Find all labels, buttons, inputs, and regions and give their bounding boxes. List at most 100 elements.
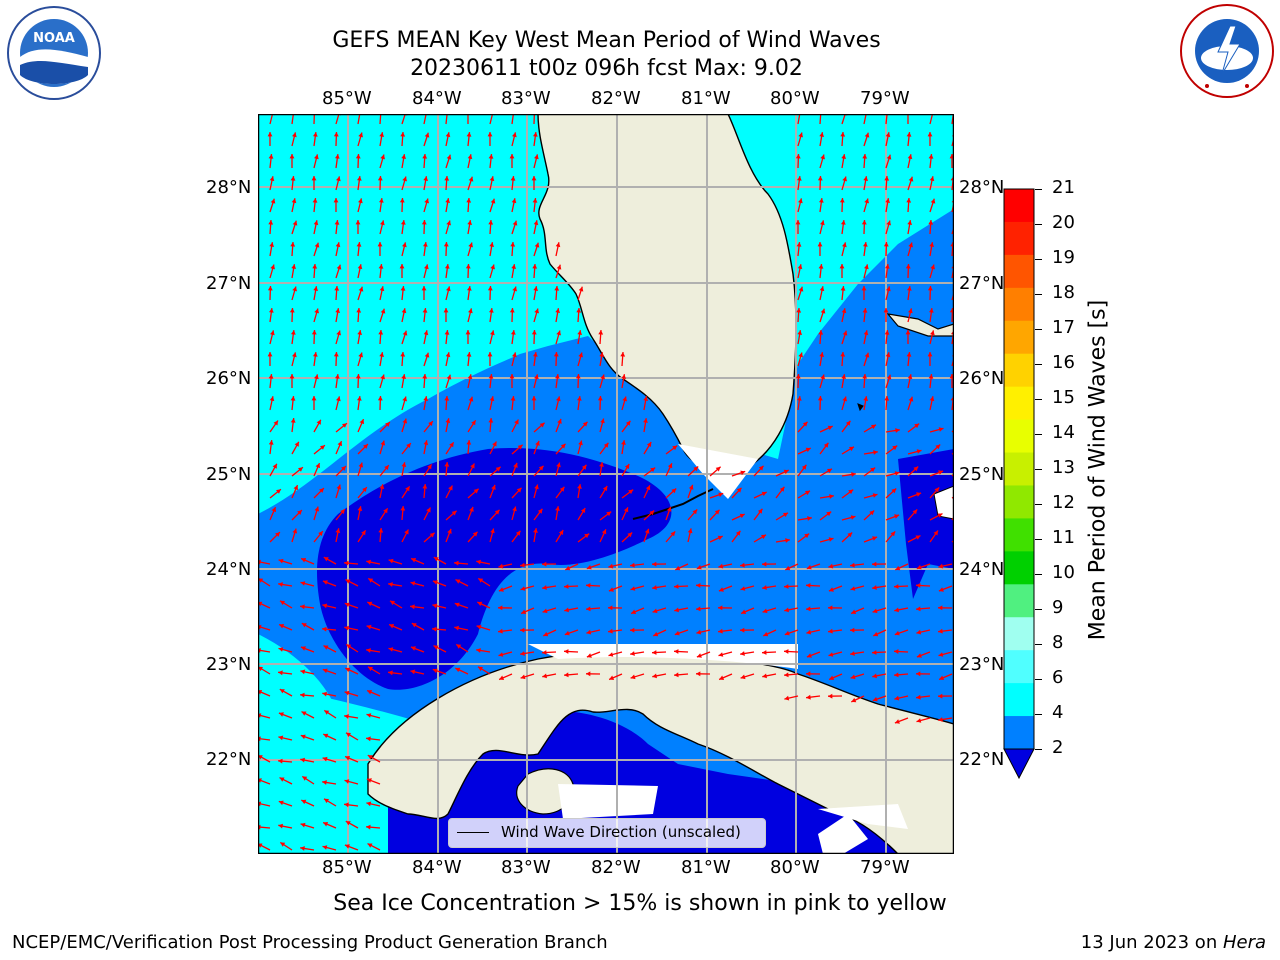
right-lat-tick: 28°N: [959, 177, 1005, 198]
wind-wave-arrowhead: [466, 352, 472, 357]
wind-wave-arrowhead: [763, 631, 769, 637]
wind-wave-arrowhead: [938, 717, 943, 722]
wind-wave-arrowhead: [388, 647, 394, 652]
wind-wave-arrowhead: [424, 352, 430, 358]
wind-wave-arrowhead: [290, 418, 296, 423]
wind-wave-arrowhead: [643, 418, 648, 423]
wind-wave-arrowhead: [273, 420, 278, 426]
wind-wave-arrowhead: [885, 352, 891, 358]
wind-wave-arrowhead: [933, 530, 938, 536]
wind-wave-arrowhead: [469, 506, 474, 512]
wind-wave-arrowhead: [491, 484, 496, 490]
left-lat-tick: 27°N: [206, 273, 252, 294]
wind-wave-arrowhead: [388, 670, 393, 676]
wind-wave-arrowhead: [322, 756, 328, 762]
top-lon-tick: 84°W: [412, 88, 462, 109]
wind-wave-arrowhead: [908, 242, 913, 248]
wind-wave-arrowhead: [885, 198, 890, 203]
wind-wave-arrowhead: [411, 558, 417, 563]
wind-wave-arrowhead: [872, 673, 877, 679]
right-lat-tick: 22°N: [959, 749, 1005, 770]
wind-wave-arrowhead: [378, 528, 384, 533]
wind-wave-arrowhead: [478, 666, 483, 672]
wind-wave-arrowhead: [784, 649, 789, 654]
wind-wave-arrowhead: [517, 444, 523, 450]
wind-wave-arrowhead: [454, 602, 460, 608]
wind-wave-arrowhead: [357, 176, 362, 181]
wind-wave-arrowhead: [938, 605, 943, 611]
wind-wave-arrowhead: [818, 264, 824, 269]
wind-wave-arrowhead: [820, 220, 825, 226]
wind-wave-arrowhead: [300, 846, 305, 851]
colorbar-tick-label: 14: [1052, 422, 1075, 443]
wind-wave-arrowhead: [451, 510, 457, 516]
wind-wave-arrowhead: [841, 374, 846, 379]
wind-wave-arrowhead: [300, 669, 306, 675]
wind-wave-arrowhead: [560, 443, 566, 449]
wind-wave-arrowhead: [377, 242, 383, 247]
wind-wave-arrowhead: [358, 198, 363, 204]
wind-wave-arrowhead: [445, 264, 450, 269]
wind-wave-arrowhead: [446, 220, 451, 226]
wind-wave-arrowhead: [819, 132, 824, 137]
wind-wave-arrowhead: [520, 627, 525, 633]
wind-wave-arrowhead: [445, 132, 451, 138]
wind-wave-arrowhead: [380, 308, 386, 314]
wind-wave-arrowhead: [630, 562, 635, 568]
top-lon-tick: 82°W: [591, 88, 641, 109]
wind-wave-arrowhead: [467, 154, 473, 160]
wind-wave-arrowhead: [600, 374, 605, 380]
wind-wave-arrowhead: [620, 352, 626, 357]
wind-wave-arrowhead: [356, 308, 362, 313]
wind-wave-arrowhead: [577, 396, 582, 401]
wind-wave-arrowhead: [446, 374, 452, 380]
wind-wave-arrowhead: [455, 579, 461, 584]
wind-wave-arrow: [401, 114, 406, 125]
wind-wave-arrowhead: [916, 629, 922, 635]
wind-wave-arrowhead: [599, 352, 604, 357]
wind-wave-arrowhead: [908, 396, 914, 402]
wind-wave-arrowhead: [513, 462, 518, 468]
wind-wave-arrowhead: [599, 462, 604, 467]
wind-wave-arrowhead: [586, 629, 592, 635]
wind-wave-arrowhead: [828, 652, 834, 657]
wind-wave-arrowhead: [779, 486, 785, 492]
colorbar-swatch: [1004, 518, 1034, 552]
wind-wave-arrowhead: [915, 535, 921, 540]
wind-wave-arrowhead: [429, 532, 435, 538]
wind-wave-arrowhead: [383, 508, 388, 514]
wind-wave-arrowhead: [894, 649, 899, 654]
wind-wave-arrowhead: [476, 624, 482, 630]
wind-wave-arrowhead: [895, 428, 900, 433]
wind-wave-arrowhead: [366, 824, 371, 830]
wind-wave-arrowhead: [785, 538, 790, 543]
colorbar-border: [1003, 188, 1035, 750]
top-lon-tick: 80°W: [770, 88, 820, 109]
wind-wave-arrowhead: [870, 467, 876, 473]
wind-wave-arrowhead: [534, 154, 539, 160]
wind-wave-arrowhead: [894, 471, 900, 476]
wind-wave-arrowhead: [796, 308, 802, 313]
bottom-lon-tick: 84°W: [412, 857, 462, 878]
wind-wave-arrowhead: [916, 718, 922, 723]
wind-wave-arrowhead: [930, 198, 936, 204]
wind-wave-arrowhead: [268, 154, 274, 159]
wind-wave-arrowhead: [577, 484, 582, 489]
wind-wave-arrowhead: [741, 609, 747, 614]
wind-wave-arrowhead: [556, 396, 561, 402]
wind-wave-arrowhead: [388, 582, 393, 587]
wind-wave-arrowhead: [798, 286, 804, 292]
wind-wave-arrowhead: [884, 176, 890, 181]
wind-wave-arrowhead: [820, 308, 826, 314]
wind-wave-arrowhead: [488, 418, 494, 423]
wind-wave-arrowhead: [872, 696, 878, 702]
wind-wave-arrowhead: [840, 132, 846, 137]
wind-wave-arrowhead: [322, 603, 328, 609]
wind-wave-arrowhead: [280, 600, 285, 606]
colorbar-tick-label: 13: [1052, 457, 1075, 478]
wind-wave-arrowhead: [512, 132, 517, 138]
wind-wave-arrowhead: [929, 242, 934, 247]
wind-wave-arrowhead: [366, 648, 371, 653]
wind-wave-arrowhead: [758, 465, 764, 471]
wind-wave-arrowhead: [490, 264, 495, 270]
